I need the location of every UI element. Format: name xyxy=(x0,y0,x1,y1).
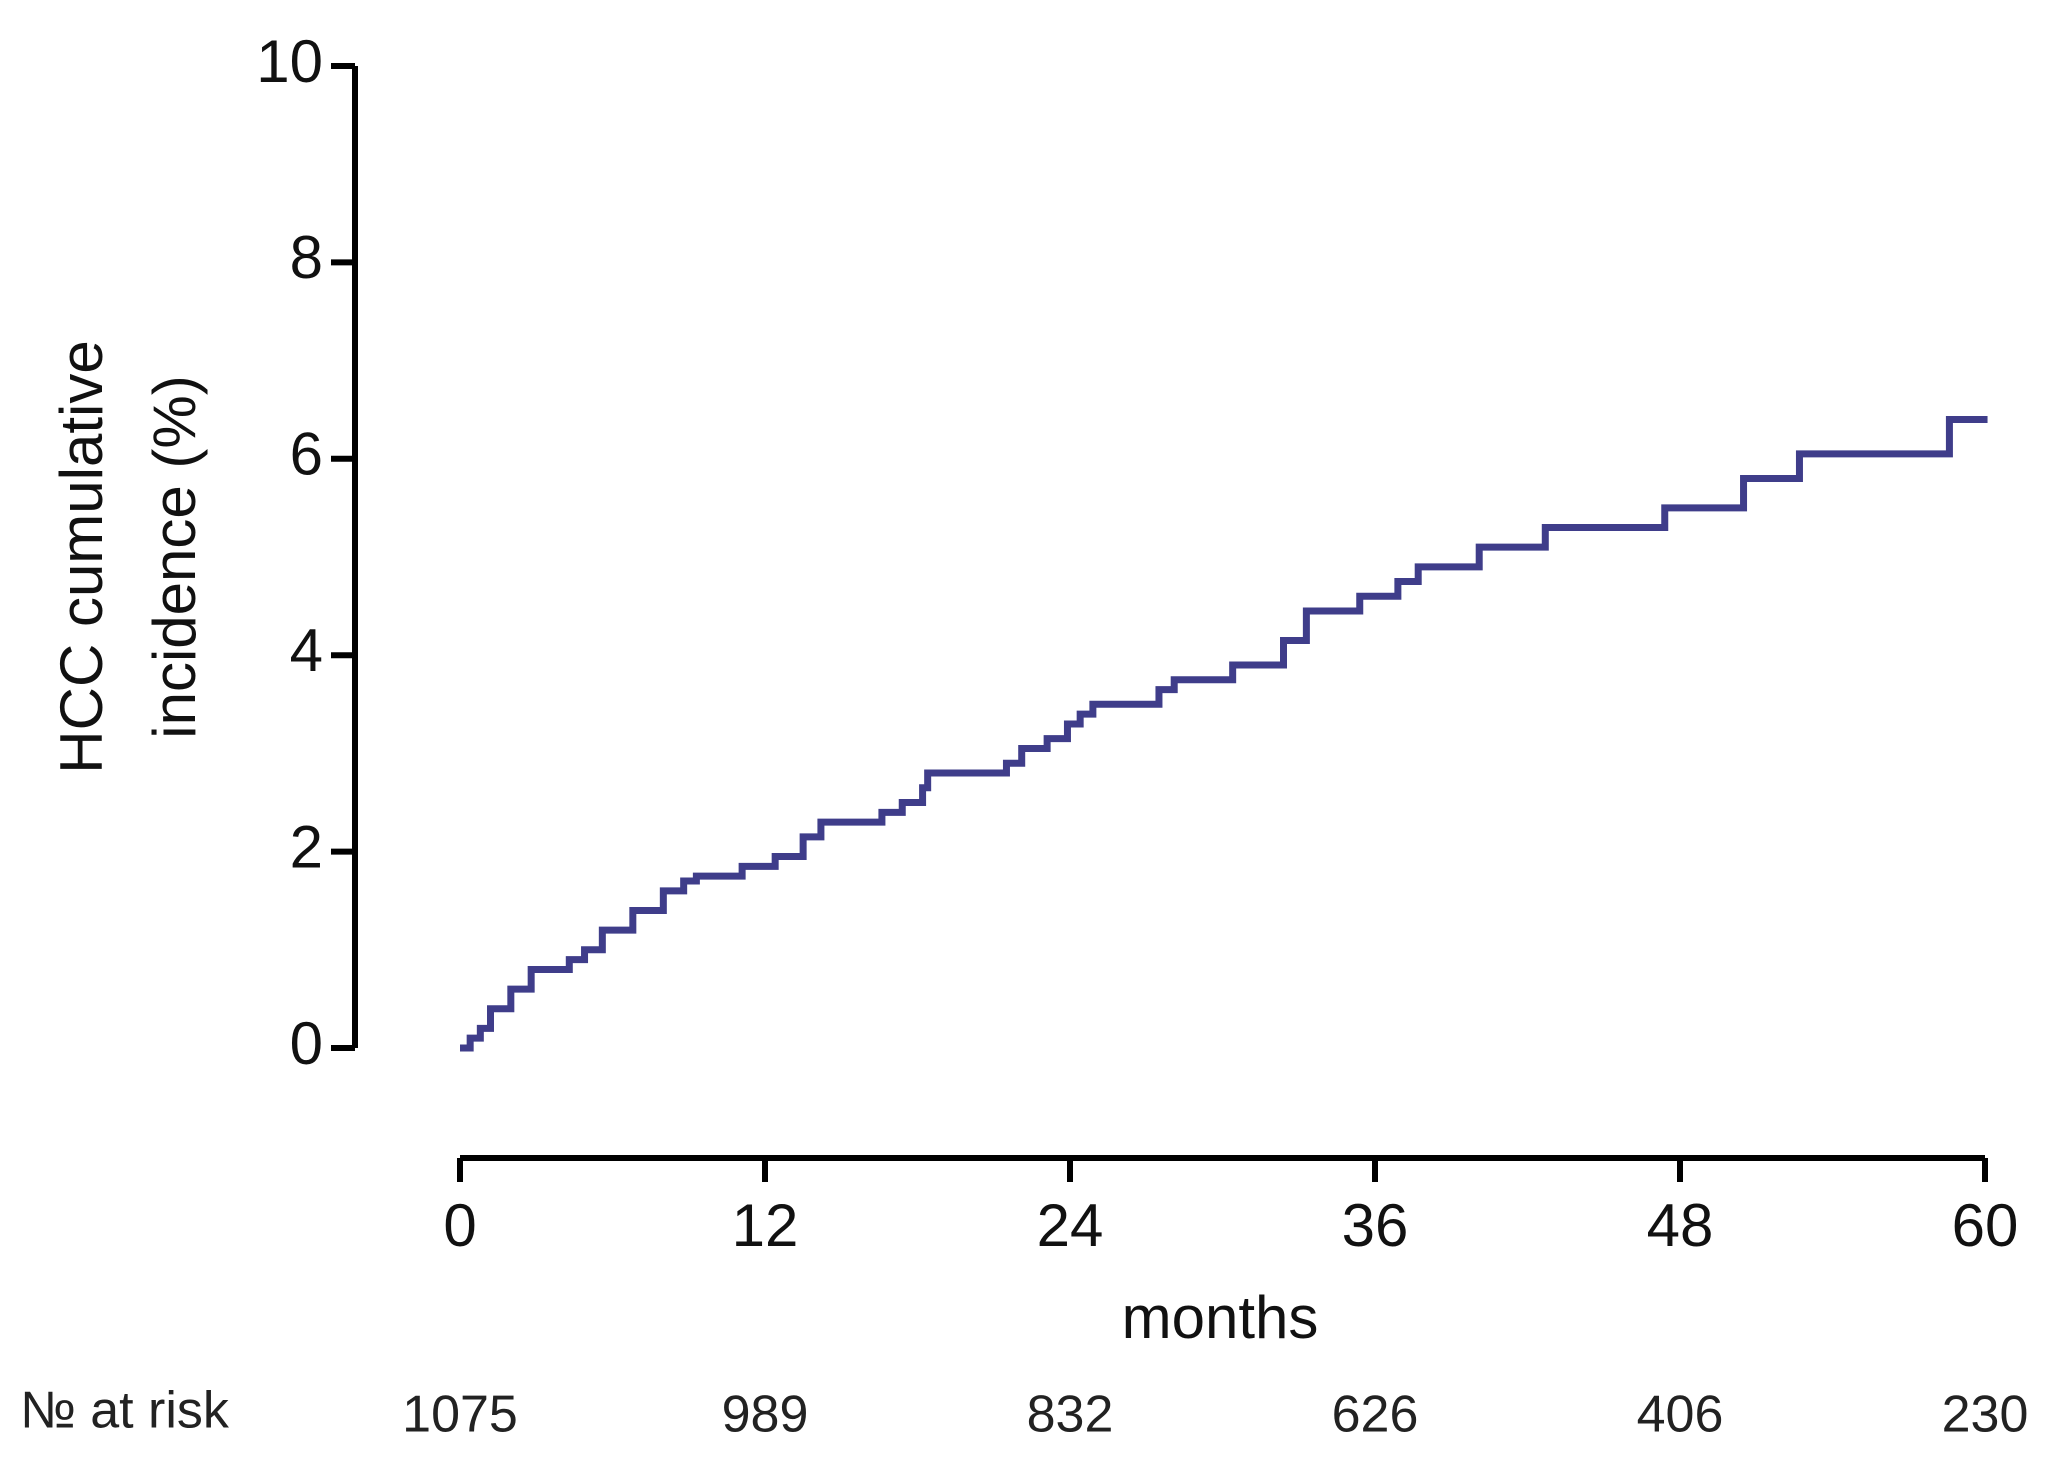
y-tick-label: 8 xyxy=(290,224,323,291)
at-risk-value: 626 xyxy=(1332,1386,1419,1444)
risk-label: № at risk xyxy=(20,1382,230,1440)
at-risk-value: 406 xyxy=(1637,1386,1724,1444)
km-curve xyxy=(460,416,1988,1052)
y-tick-label: 4 xyxy=(290,617,323,684)
at-risk-value: 989 xyxy=(722,1386,809,1444)
x-tick-label: 24 xyxy=(1037,1192,1104,1259)
y-tick-label: 2 xyxy=(290,813,323,880)
x-tick-label: 48 xyxy=(1647,1192,1714,1259)
y-tick-label: 6 xyxy=(290,421,323,488)
x-tick-label: 0 xyxy=(443,1192,476,1259)
y-tick-label: 0 xyxy=(290,1010,323,1077)
y-tick-label: 10 xyxy=(256,28,323,95)
at-risk-value: 230 xyxy=(1942,1386,2029,1444)
y-axis-label: HCC cumulative xyxy=(48,340,115,773)
at-risk-value: 832 xyxy=(1027,1386,1114,1444)
x-tick-label: 60 xyxy=(1952,1192,2019,1259)
at-risk-value: 1075 xyxy=(402,1386,518,1444)
y-axis-label: incidence (%) xyxy=(141,375,208,739)
x-tick-label: 36 xyxy=(1342,1192,1409,1259)
x-axis-label: months xyxy=(1122,1284,1319,1351)
x-tick-label: 12 xyxy=(732,1192,799,1259)
